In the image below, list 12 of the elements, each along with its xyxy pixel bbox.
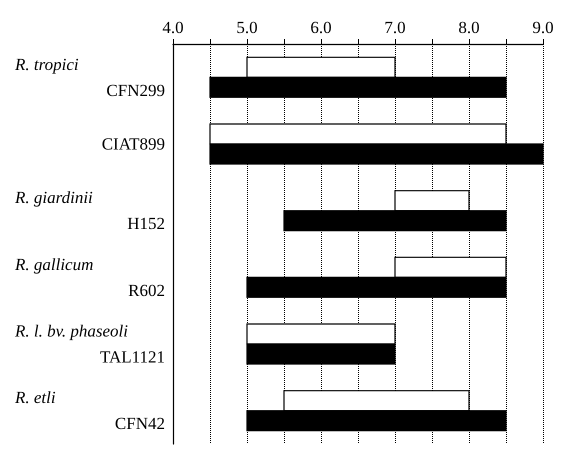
y-tick-label: CIAT899 <box>102 134 165 154</box>
category-label: R. giardinii H152 <box>15 188 165 234</box>
x-tick-label: 4.0 <box>162 18 184 37</box>
x-tick-label: 6.0 <box>310 18 332 37</box>
category-label: R. tropici CFN299 <box>15 54 165 100</box>
x-tick-label: 5.0 <box>236 18 258 37</box>
x-tick-label: 9.0 <box>532 18 554 37</box>
y-tick-label: R. l. bv. phaseoli TAL1121 <box>14 322 165 366</box>
category-label: R. gallicum R602 <box>15 254 165 300</box>
x-tick-label: 8.0 <box>458 18 480 37</box>
category-label: R. etli CFN42 <box>15 388 165 434</box>
x-tick-label: 7.0 <box>384 18 406 37</box>
